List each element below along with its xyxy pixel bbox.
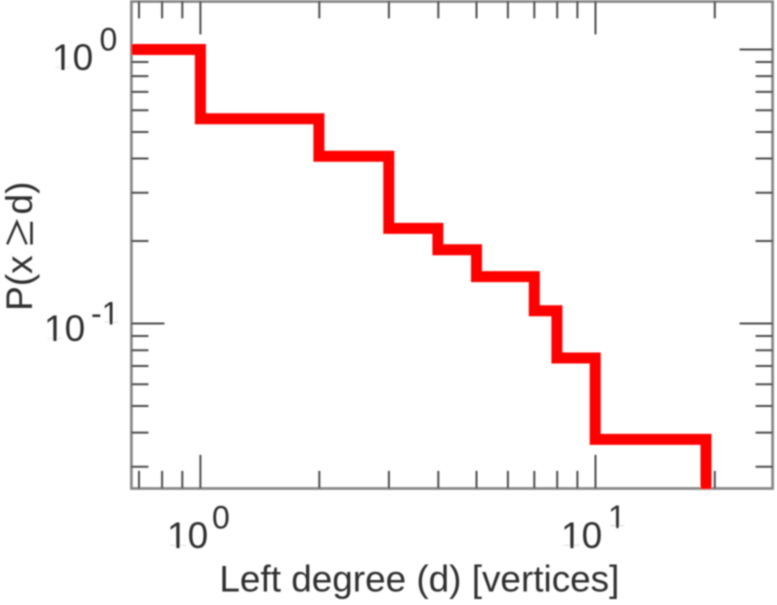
svg-text:10: 10 — [167, 515, 208, 556]
svg-text:Left degree (d) [vertices]: Left degree (d) [vertices] — [219, 558, 619, 599]
svg-text:P(x: P(x — [0, 255, 40, 311]
svg-text:10: 10 — [561, 515, 602, 556]
svg-text:10: 10 — [44, 308, 85, 349]
svg-text:0: 0 — [100, 21, 118, 57]
svg-text:10: 10 — [52, 37, 93, 78]
svg-text:1: 1 — [608, 499, 626, 535]
svg-text:d): d) — [0, 182, 40, 215]
svg-text:0: 0 — [212, 500, 230, 536]
svg-text:-1: -1 — [91, 296, 119, 332]
